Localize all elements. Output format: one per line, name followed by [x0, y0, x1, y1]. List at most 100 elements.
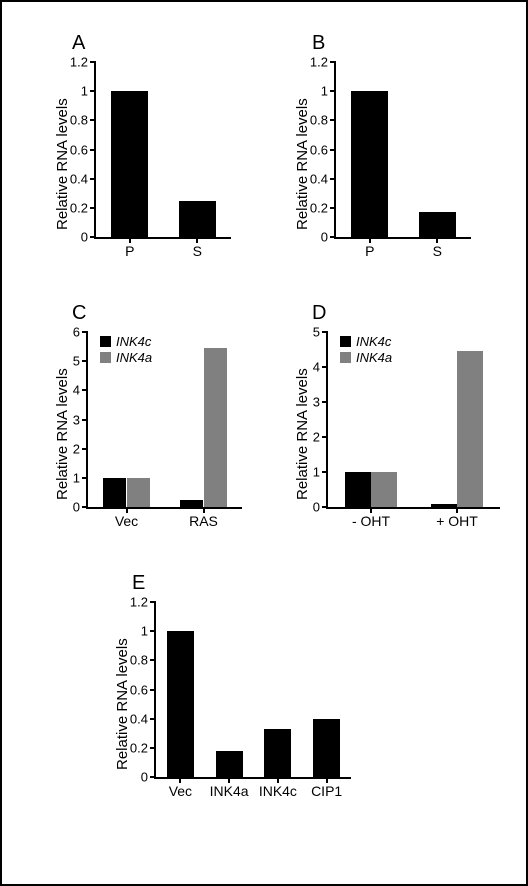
ytick [330, 149, 336, 151]
legend-label: INK4a [116, 350, 152, 366]
legend-swatch [100, 352, 111, 363]
ytick-label: 2 [73, 441, 80, 456]
xtick-label: RAS [189, 513, 218, 529]
ytick [330, 61, 336, 63]
panel-c-label: C [72, 302, 86, 325]
ytick [150, 659, 156, 661]
ytick [330, 119, 336, 121]
bar [419, 212, 456, 237]
legend-row: INK4c [340, 334, 392, 350]
legend-swatch [100, 336, 111, 347]
ytick-label: 3 [73, 412, 80, 427]
panel-b-label: B [312, 32, 325, 55]
bar [180, 500, 203, 507]
ytick-label: 0.6 [130, 682, 148, 697]
ytick [90, 119, 96, 121]
panel-d: D Relative RNA levels 012345- OHT+ OHTIN… [282, 302, 502, 532]
panel-b: B Relative RNA levels 00.20.40.60.811.2P… [282, 32, 482, 262]
ytick-label: 0.4 [70, 171, 88, 186]
legend: INK4cINK4a [100, 334, 152, 365]
xtick-label: Vec [169, 783, 192, 799]
ytick [330, 178, 336, 180]
panel-c-axes: 0123456VecRASINK4cINK4a [86, 332, 242, 509]
panel-a-ylabel: Relative RNA levels [54, 98, 71, 230]
xtick-label: P [125, 243, 134, 259]
xtick-label: INK4c [259, 783, 297, 799]
ytick-label: 6 [73, 325, 80, 340]
ytick [322, 506, 328, 508]
legend-label: INK4c [116, 334, 151, 350]
ytick-label: 1 [81, 84, 88, 99]
ytick [150, 630, 156, 632]
panel-e-label: E [132, 572, 145, 595]
ytick [150, 718, 156, 720]
bar [371, 472, 397, 507]
bar [179, 201, 216, 237]
ytick-label: 4 [73, 383, 80, 398]
ytick [90, 149, 96, 151]
ytick-label: 1 [321, 84, 328, 99]
ytick [330, 207, 336, 209]
ytick-label: 1.2 [310, 55, 328, 70]
ytick-label: 0.6 [70, 142, 88, 157]
xtick-label: S [433, 243, 442, 259]
ytick-label: 0.6 [310, 142, 328, 157]
ytick [82, 477, 88, 479]
bar [431, 504, 457, 507]
ytick-label: 0.8 [310, 113, 328, 128]
bar [351, 91, 388, 237]
ytick-label: 0 [81, 230, 88, 245]
xtick-label: CIP1 [311, 783, 342, 799]
panel-e: E Relative RNA levels 00.20.40.60.811.2V… [102, 572, 362, 822]
ytick [90, 236, 96, 238]
ytick-label: 0 [321, 230, 328, 245]
xtick-label: Vec [115, 513, 138, 529]
ytick-label: 0.4 [310, 171, 328, 186]
ytick [150, 689, 156, 691]
ytick-label: 1.2 [130, 595, 148, 610]
panel-d-axes: 012345- OHT+ OHTINK4cINK4a [326, 332, 500, 509]
legend: INK4cINK4a [340, 334, 392, 365]
bar [264, 729, 291, 777]
ytick [330, 90, 336, 92]
legend-row: INK4c [100, 334, 152, 350]
ytick [82, 331, 88, 333]
ytick [150, 747, 156, 749]
ytick [322, 331, 328, 333]
panel-e-axes: 00.20.40.60.811.2VecINK4aINK4cCIP1 [154, 602, 351, 779]
xtick-label: P [365, 243, 374, 259]
ytick [330, 236, 336, 238]
ytick [82, 389, 88, 391]
xtick-label: S [193, 243, 202, 259]
xtick-label: - OHT [352, 513, 390, 529]
ytick [150, 776, 156, 778]
legend-swatch [340, 336, 351, 347]
ytick [82, 360, 88, 362]
ytick-label: 0.4 [130, 711, 148, 726]
ytick-label: 0 [141, 770, 148, 785]
panel-c-ylabel: Relative RNA levels [54, 368, 71, 500]
legend-row: INK4a [340, 350, 392, 366]
panel-e-ylabel: Relative RNA levels [114, 638, 131, 770]
ytick-label: 0.8 [70, 113, 88, 128]
ytick [82, 506, 88, 508]
ytick-label: 5 [73, 354, 80, 369]
ytick [90, 61, 96, 63]
panel-c: C Relative RNA levels 0123456VecRASINK4c… [42, 302, 242, 532]
panel-d-ylabel: Relative RNA levels [294, 368, 311, 500]
bar [111, 91, 148, 237]
ytick [90, 90, 96, 92]
ytick-label: 0 [313, 500, 320, 515]
ytick [82, 448, 88, 450]
bar [216, 751, 243, 777]
ytick-label: 1 [141, 624, 148, 639]
ytick-label: 0.8 [130, 653, 148, 668]
ytick-label: 4 [313, 360, 320, 375]
ytick-label: 1.2 [70, 55, 88, 70]
xtick-label: + OHT [436, 513, 478, 529]
panel-a-axes: 00.20.40.60.811.2PS [94, 62, 231, 239]
ytick [150, 601, 156, 603]
ytick-label: 3 [313, 395, 320, 410]
ytick [90, 178, 96, 180]
legend-swatch [340, 352, 351, 363]
